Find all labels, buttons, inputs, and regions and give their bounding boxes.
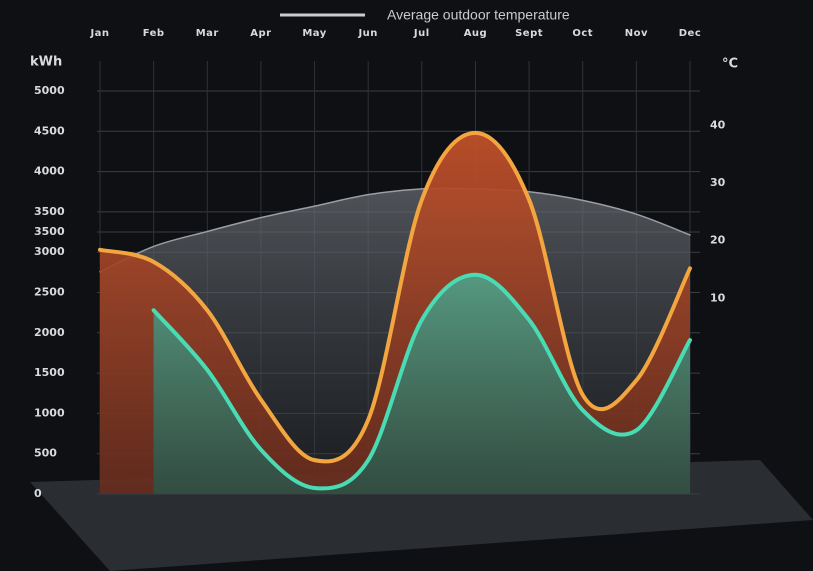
y2-unit: °C: [722, 57, 738, 72]
y-tick-label: 2000: [34, 326, 65, 339]
x-tick-label: Feb: [143, 28, 165, 39]
x-tick-label: Apr: [250, 28, 271, 39]
series-line: [99, 187, 691, 273]
series-area: [153, 274, 691, 494]
x-tick-label: May: [302, 28, 326, 39]
series-line: [98, 130, 692, 464]
y2-tick-label: 40: [710, 119, 726, 132]
y2-tick-label: 20: [710, 234, 726, 247]
y-tick-label: 500: [34, 447, 57, 460]
x-tick-label: Oct: [572, 28, 593, 39]
x-tick-label: Nov: [625, 28, 648, 39]
y-tick-label: 0: [34, 487, 42, 500]
series-line: [151, 272, 692, 491]
plot: 0 500 1000 1500 2000 2500 3000 3500 3500 4000 4500…: [34, 28, 726, 500]
y-unit: kWh: [30, 55, 62, 70]
y-tick-label: 4000: [34, 165, 65, 178]
x-tick-label: Jan: [89, 28, 109, 39]
y2-tick-label: 10: [710, 291, 726, 304]
x-tick-label: Sept: [515, 28, 543, 39]
x-tick-label: Mar: [196, 28, 219, 39]
y-tick-label: 3500: [34, 225, 65, 238]
x-tick-label: Jul: [413, 28, 430, 39]
y-tick-label: 5000: [34, 84, 65, 97]
x-tick-label: Jun: [357, 28, 377, 39]
x-tick-label: Aug: [464, 28, 488, 39]
y-tick-label: 2500: [34, 286, 65, 299]
y-tick-label: 1000: [34, 406, 65, 419]
y-tick-label: 4500: [34, 124, 65, 137]
y-tick-label: 3500: [34, 205, 65, 218]
y-tick-label: 1500: [34, 366, 65, 379]
y-tick-label: 3000: [34, 245, 65, 258]
y2-tick-label: 30: [710, 176, 726, 189]
x-tick-label: Dec: [679, 28, 702, 39]
legend-label: Average outdoor temperature: [387, 7, 570, 23]
